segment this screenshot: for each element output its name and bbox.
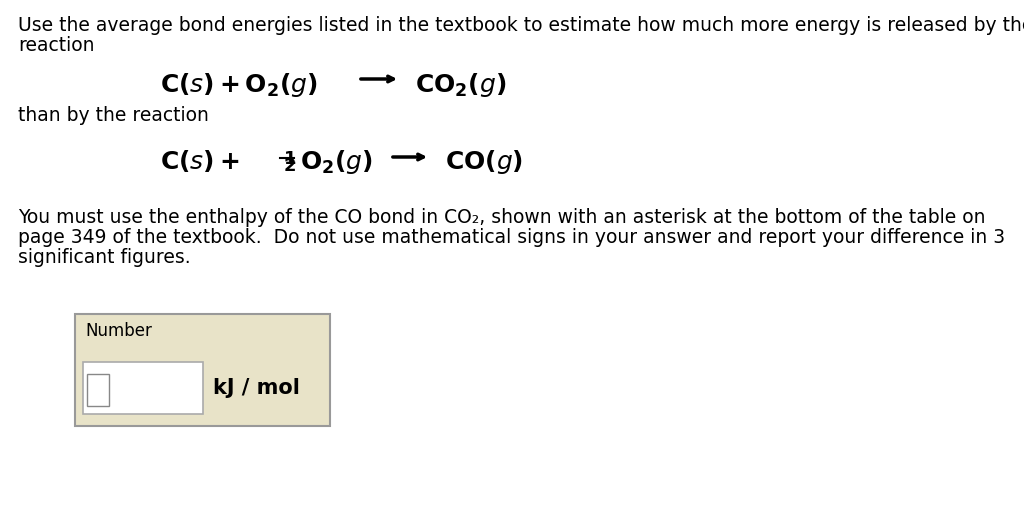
- Text: kJ / mol: kJ / mol: [213, 378, 300, 398]
- Text: Use the average bond energies listed in the textbook to estimate how much more e: Use the average bond energies listed in …: [18, 16, 1024, 35]
- Text: $\mathbf{C(}$$\mathit{s}$$\mathbf{)+}$: $\mathbf{C(}$$\mathit{s}$$\mathbf{)+}$: [160, 148, 240, 174]
- Text: $\mathbf{CO(}$$\mathit{g}$$\mathbf{)}$: $\mathbf{CO(}$$\mathit{g}$$\mathbf{)}$: [445, 148, 523, 176]
- Text: $\mathbf{C(}$$\mathit{s}$$\mathbf{)+O_2(}$$\mathit{g}$$\mathbf{)}$: $\mathbf{C(}$$\mathit{s}$$\mathbf{)+O_2(…: [160, 71, 317, 99]
- Text: $\mathbf{1}$: $\mathbf{1}$: [283, 150, 296, 168]
- Text: $\mathbf{CO_2(}$$\mathit{g}$$\mathbf{)}$: $\mathbf{CO_2(}$$\mathit{g}$$\mathbf{)}$: [415, 71, 506, 99]
- Text: significant figures.: significant figures.: [18, 248, 190, 267]
- Text: You must use the enthalpy of the CO bond in CO₂, shown with an asterisk at the b: You must use the enthalpy of the CO bond…: [18, 208, 985, 227]
- Text: Number: Number: [85, 322, 152, 340]
- Text: reaction: reaction: [18, 36, 94, 55]
- Text: $\mathbf{O_2(}$$\mathit{g}$$\mathbf{)}$: $\mathbf{O_2(}$$\mathit{g}$$\mathbf{)}$: [300, 148, 373, 176]
- FancyBboxPatch shape: [75, 314, 330, 426]
- FancyBboxPatch shape: [87, 374, 109, 406]
- FancyBboxPatch shape: [83, 362, 203, 414]
- Text: $\mathbf{2}$: $\mathbf{2}$: [283, 157, 296, 175]
- Text: than by the reaction: than by the reaction: [18, 106, 209, 125]
- Text: page 349 of the textbook.  Do not use mathematical signs in your answer and repo: page 349 of the textbook. Do not use mat…: [18, 228, 1006, 247]
